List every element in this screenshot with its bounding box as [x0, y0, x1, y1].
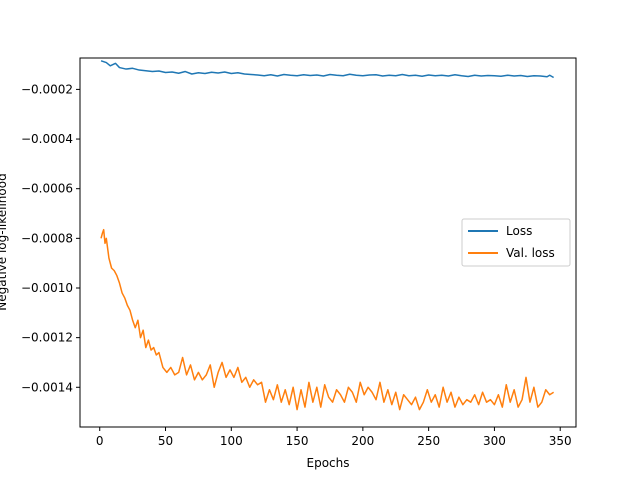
x-tick-label: 300 [483, 434, 506, 448]
series-layer [100, 60, 555, 411]
x-axis-ticks: 0 50 100 150 200 250 300 350 [96, 427, 572, 448]
y-tick-label: −0.0012 [21, 331, 73, 345]
x-axis-label: Epochs [307, 456, 350, 470]
legend: Loss Val. loss [461, 218, 571, 267]
axes-frame [79, 57, 577, 428]
x-tick-label: 350 [549, 434, 572, 448]
y-tick-label: −0.0002 [21, 82, 73, 96]
x-tick-label: 200 [351, 434, 374, 448]
x-tick-label: 0 [96, 434, 104, 448]
y-tick-label: −0.0008 [21, 231, 73, 245]
x-tick-label: 150 [286, 434, 309, 448]
x-tick-label: 100 [220, 434, 243, 448]
series-line-val-loss [100, 228, 555, 411]
legend-label-loss: Loss [506, 224, 532, 238]
y-axis-label: Negative log-likelihood [0, 173, 9, 310]
y-tick-label: −0.0004 [21, 132, 73, 146]
legend-label-val-loss: Val. loss [506, 246, 555, 260]
x-tick-label: 250 [417, 434, 440, 448]
series-line-loss [100, 60, 555, 79]
y-tick-label: −0.0010 [21, 281, 73, 295]
y-axis-ticks: −0.0014 −0.0012 −0.0010 −0.0008 −0.0006 −0.00… [21, 82, 80, 394]
x-tick-label: 50 [158, 434, 173, 448]
y-tick-label: −0.0006 [21, 182, 73, 196]
y-tick-label: −0.0014 [21, 380, 73, 394]
